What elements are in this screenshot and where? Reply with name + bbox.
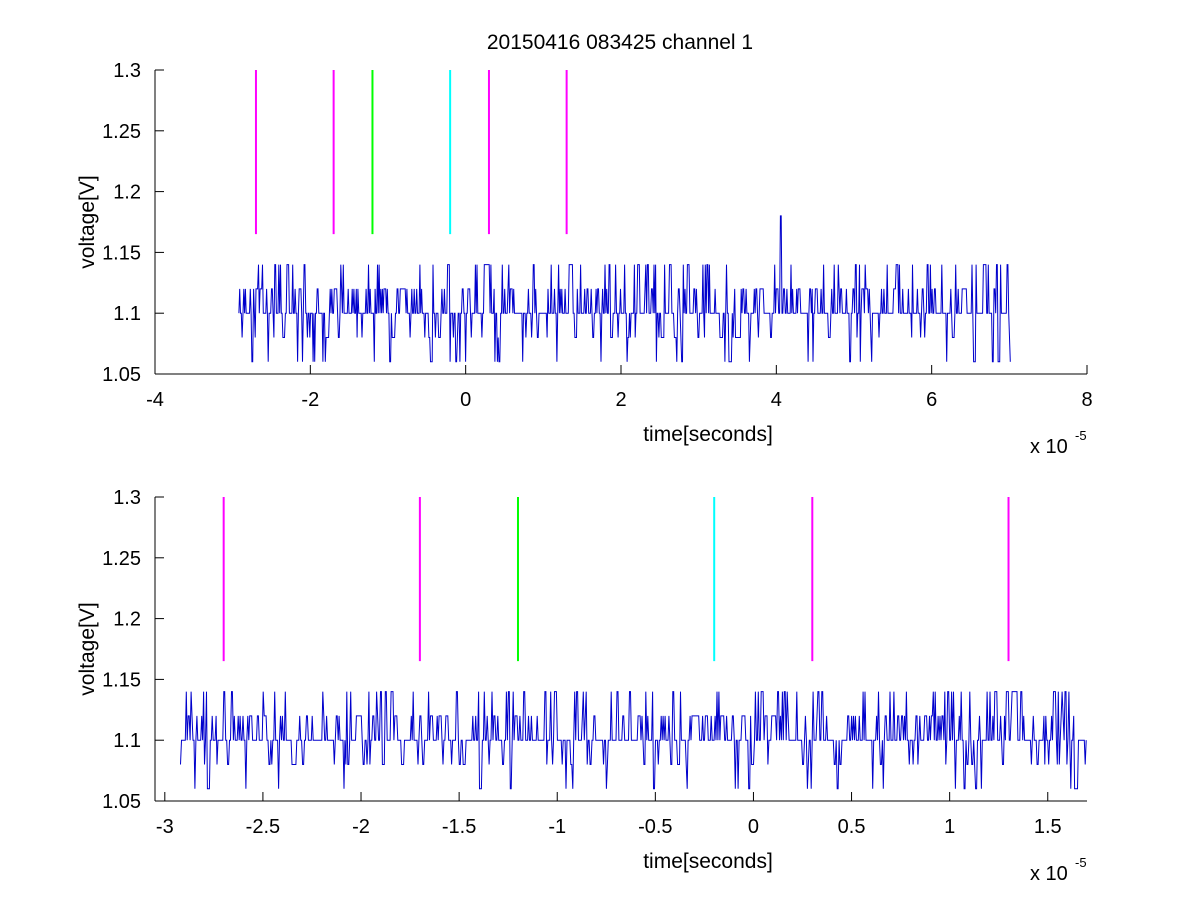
bottom-x-tick-label-1: -2.5: [246, 816, 280, 838]
top-y-axis-label: voltage[V]: [76, 175, 99, 268]
bottom-x-multiplier: x 10: [1030, 863, 1068, 885]
bottom-y-tick-label-3: 1.2: [113, 609, 141, 631]
bottom-y-tick-label-2: 1.15: [102, 669, 141, 691]
top-x-tick-label-6: 8: [1081, 389, 1092, 411]
top-x-tick-label-3: 2: [615, 389, 626, 411]
bottom-x-multiplier-exponent: -5: [1075, 855, 1087, 870]
bottom-x-tick-label-8: 1: [944, 816, 955, 838]
bottom-y-tick-label-1: 1.1: [113, 730, 141, 752]
bottom-y-tick-label-5: 1.3: [113, 487, 141, 509]
bottom-x-tick-label-4: -1: [548, 816, 566, 838]
bottom-y-tick-label-4: 1.25: [102, 548, 141, 570]
top-y-tick-label-2: 1.15: [102, 242, 141, 264]
bottom-x-tick-label-2: -2: [352, 816, 370, 838]
bottom-x-tick-label-9: 1.5: [1034, 816, 1062, 838]
bottom-x-tick-label-3: -1.5: [442, 816, 476, 838]
top-x-tick-label-5: 6: [926, 389, 937, 411]
top-y-tick-label-4: 1.25: [102, 121, 141, 143]
top-x-tick-label-1: -2: [301, 389, 319, 411]
bottom-plot-panel: -3 -2.5 -2 -1.5 -1 -0.5 0 0.5 1 1.5 1.05 1.1 1.15 1.2…: [76, 487, 1087, 885]
top-x-tick-label-0: -4: [146, 389, 164, 411]
bottom-x-tick-label-7: 0.5: [838, 816, 866, 838]
top-y-tick-label-3: 1.2: [113, 182, 141, 204]
top-x-tick-label-4: 4: [771, 389, 782, 411]
bottom-x-tick-label-0: -3: [156, 816, 174, 838]
top-plot-panel: -4 -2 0 2 4 6 8 1.05 1.1 1.15 1.2 1.25 1.3 time[secon…: [76, 60, 1093, 458]
top-x-multiplier-exponent: -5: [1075, 428, 1087, 443]
chart-title: 20150416 083425 channel 1: [487, 31, 753, 54]
bottom-y-tick-label-0: 1.05: [102, 791, 141, 813]
bottom-signal-trace-0: [180, 691, 1087, 790]
top-signal-trace-0: [238, 215, 1011, 363]
top-x-axis-label: time[seconds]: [643, 423, 773, 446]
top-y-tick-label-1: 1.1: [113, 303, 141, 325]
bottom-x-tick-label-5: -0.5: [638, 816, 672, 838]
top-y-tick-label-5: 1.3: [113, 60, 141, 82]
bottom-x-tick-label-6: 0: [748, 816, 759, 838]
top-x-multiplier: x 10: [1030, 436, 1068, 458]
top-y-tick-label-0: 1.05: [102, 364, 141, 386]
bottom-y-axis-label: voltage[V]: [76, 602, 99, 695]
bottom-x-axis-label: time[seconds]: [643, 850, 773, 873]
top-x-tick-label-2: 0: [460, 389, 471, 411]
